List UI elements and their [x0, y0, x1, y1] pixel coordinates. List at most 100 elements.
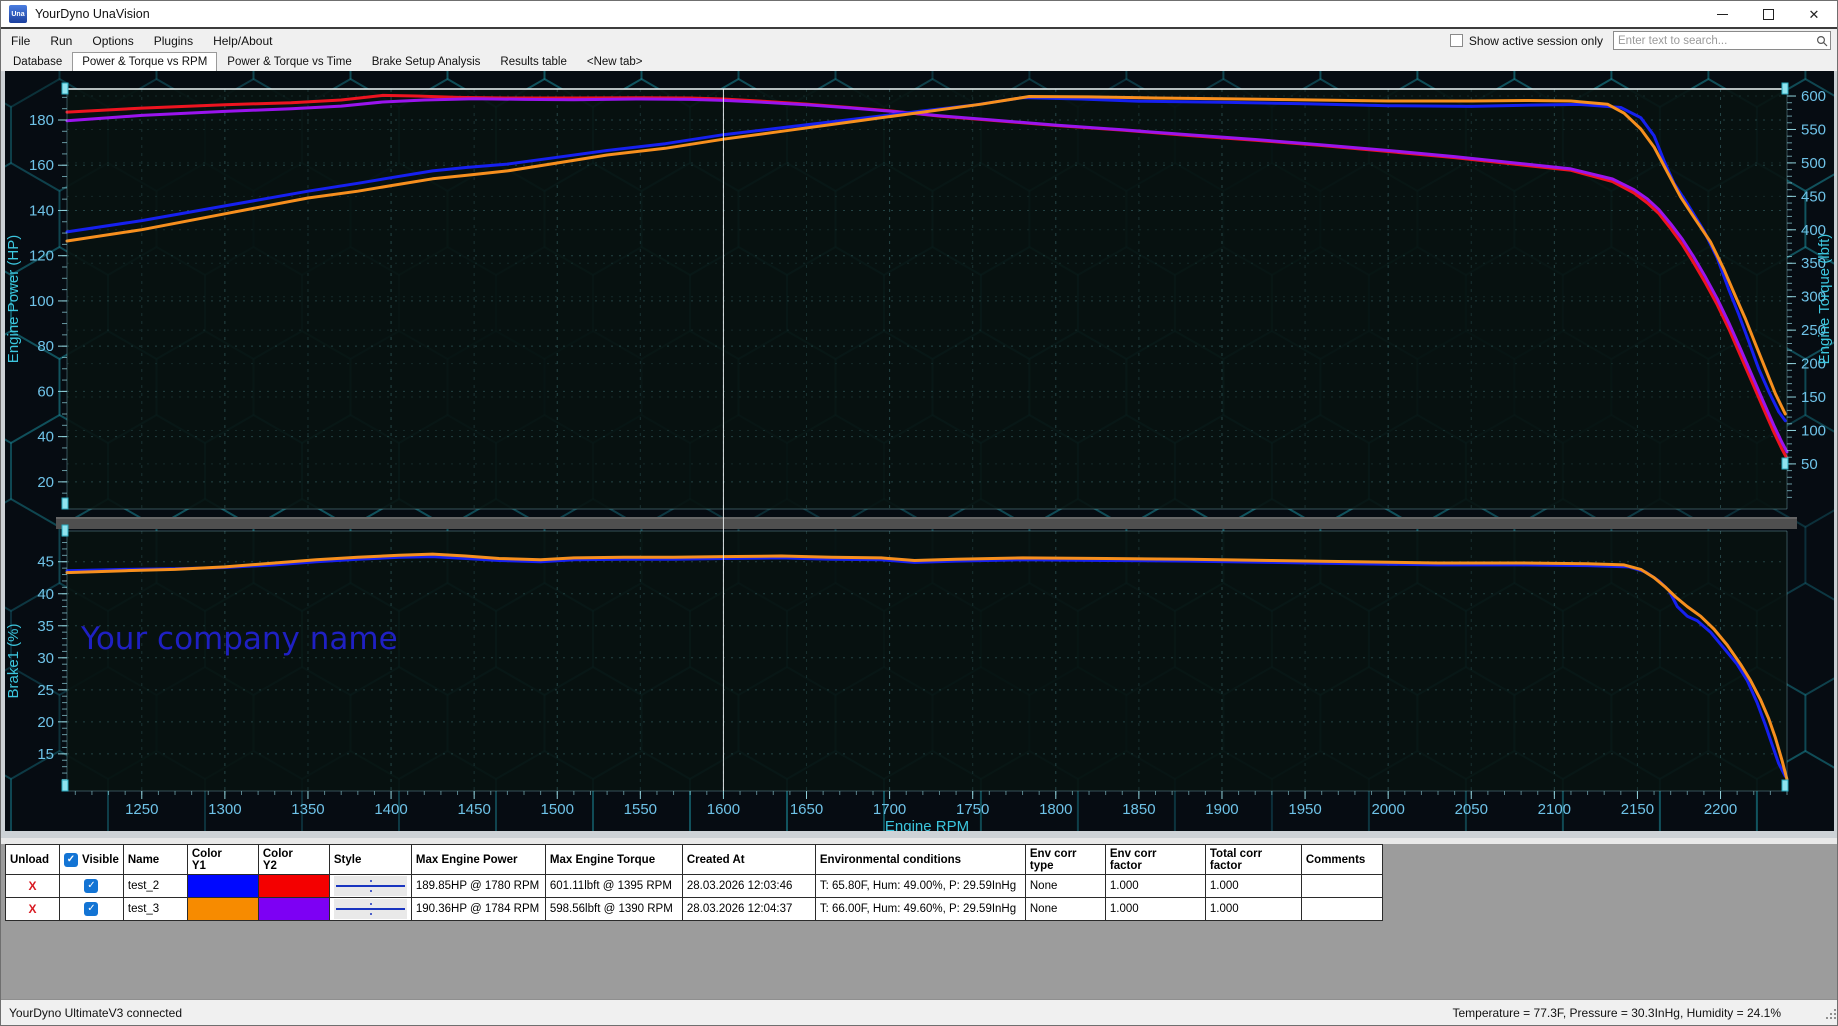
app-icon: Una — [9, 5, 27, 23]
total-corr-factor: 1.000 — [1204, 874, 1302, 898]
color-y1-swatch[interactable] — [186, 897, 259, 921]
search-input[interactable] — [1614, 34, 1814, 47]
svg-text:80: 80 — [37, 338, 54, 355]
column-header-env_cond[interactable]: Environmental conditions — [814, 844, 1026, 875]
axis-handle[interactable] — [1781, 457, 1789, 470]
run-name: test_2 — [122, 874, 188, 898]
max-engine-power: 189.85HP @ 1780 RPM — [410, 874, 546, 898]
svg-text:35: 35 — [37, 618, 54, 635]
svg-text:40: 40 — [37, 429, 54, 446]
color-y2-swatch[interactable] — [257, 874, 330, 898]
visible-all-checkbox[interactable]: ✓ — [64, 852, 78, 867]
svg-text:180: 180 — [29, 112, 54, 129]
menu-bar: File Run Options Plugins Help/About Show act… — [1, 29, 1837, 52]
svg-text:100: 100 — [29, 293, 54, 310]
close-button[interactable]: ✕ — [1791, 1, 1837, 27]
column-header-style[interactable]: Style — [328, 844, 412, 875]
tab-brake-setup-analysis[interactable]: Brake Setup Analysis — [371, 56, 481, 68]
dyno-chart[interactable]: Your company name 20 40 60 80 100 120 140 160 180… — [1, 71, 1838, 838]
column-header-color_y2[interactable]: Color Y2 — [257, 844, 330, 875]
axis-handle[interactable] — [61, 779, 69, 792]
titlebar: Una YourDyno UnaVision ✕ — [1, 1, 1837, 29]
runs-table: Unload ✓ Visible Name Color Y1 Color Y2 Style M… — [5, 844, 1383, 921]
axis-handle[interactable] — [1781, 779, 1789, 792]
minimize-button[interactable] — [1699, 1, 1745, 27]
svg-text:450: 450 — [1801, 188, 1826, 205]
menu-plugins[interactable]: Plugins — [153, 33, 194, 48]
style-preview[interactable] — [328, 874, 412, 898]
svg-text:1750: 1750 — [956, 801, 989, 818]
tab-new-tab[interactable]: <New tab> — [586, 56, 643, 68]
svg-text:1600: 1600 — [707, 801, 740, 818]
max-engine-torque: 598.56lbft @ 1390 RPM — [544, 897, 683, 921]
column-header-max_torque[interactable]: Max Engine Torque — [544, 844, 683, 875]
menu-file[interactable]: File — [11, 33, 31, 48]
svg-text:1350: 1350 — [291, 801, 324, 818]
search-icon[interactable] — [1814, 35, 1830, 47]
svg-text:500: 500 — [1801, 155, 1826, 172]
y-axis-label-brake: Brake1 (%) — [5, 623, 22, 698]
column-header-env_corr_factor[interactable]: Env corr factor — [1104, 844, 1206, 875]
axis-handle[interactable] — [61, 82, 69, 95]
svg-text:300: 300 — [1801, 289, 1826, 306]
column-header-max_power[interactable]: Max Engine Power — [410, 844, 546, 875]
style-preview[interactable] — [328, 897, 412, 921]
run-name: test_3 — [122, 897, 188, 921]
svg-text:600: 600 — [1801, 88, 1826, 105]
show-active-session-label: Show active session only — [1468, 33, 1603, 48]
run-row-test_3[interactable]: X ✓ test_3 190.36HP @ 1784 RPM 598.56lbft @ … — [5, 897, 1383, 921]
window-controls: ✕ — [1699, 1, 1837, 27]
svg-text:1450: 1450 — [457, 801, 490, 818]
column-header-env_corr_type[interactable]: Env corr type — [1024, 844, 1106, 875]
svg-text:60: 60 — [37, 383, 54, 400]
brake-plot-area[interactable] — [67, 531, 1787, 791]
resize-grip-icon[interactable] — [1824, 1007, 1837, 1025]
show-active-session-checkbox[interactable] — [1449, 34, 1463, 47]
column-header-name[interactable]: Name — [122, 844, 188, 875]
axis-handle[interactable] — [61, 524, 69, 537]
series-test-3-engine-torque — [65, 97, 1789, 454]
run-row-test_2[interactable]: X ✓ test_2 189.85HP @ 1780 RPM 601.11lbft @ … — [5, 874, 1383, 898]
tab-power-torque-vs-rpm[interactable]: Power & Torque vs RPM — [72, 52, 218, 71]
svg-text:120: 120 — [29, 248, 54, 265]
visible-checkbox[interactable]: ✓ — [59, 897, 124, 921]
y-axis-label-torque: Engine Torque (lbft) — [1816, 234, 1833, 365]
unload-button[interactable]: X — [5, 874, 60, 898]
svg-text:200: 200 — [1801, 356, 1826, 373]
axis-handle[interactable] — [61, 497, 69, 510]
env-corr-factor: 1.000 — [1104, 874, 1206, 898]
column-header-created_at[interactable]: Created At — [681, 844, 816, 875]
column-header-comments[interactable]: Comments — [1300, 844, 1383, 875]
column-header-unload[interactable]: Unload — [5, 844, 60, 875]
minimize-icon — [1716, 13, 1728, 15]
svg-text:45: 45 — [37, 554, 54, 571]
tab-power-torque-vs-time[interactable]: Power & Torque vs Time — [227, 56, 352, 68]
tab-results-table[interactable]: Results table — [500, 56, 567, 68]
visible-checkbox[interactable]: ✓ — [59, 874, 124, 898]
column-header-color_y1[interactable]: Color Y1 — [186, 844, 259, 875]
runs-table-panel: Unload ✓ Visible Name Color Y1 Color Y2 Style M… — [1, 838, 1837, 999]
column-header-total_corr_factor[interactable]: Total corr factor — [1204, 844, 1302, 875]
env-corr-type: None — [1024, 897, 1106, 921]
tab-database[interactable]: Database — [13, 56, 63, 68]
comments — [1300, 874, 1383, 898]
menu-run[interactable]: Run — [50, 33, 73, 48]
comments — [1300, 897, 1383, 921]
color-y2-swatch[interactable] — [257, 897, 330, 921]
column-header-visible[interactable]: ✓ Visible — [59, 844, 124, 875]
svg-text:150: 150 — [1801, 389, 1826, 406]
svg-text:1950: 1950 — [1288, 801, 1321, 818]
maximize-button[interactable] — [1745, 1, 1791, 27]
unload-button[interactable]: X — [5, 897, 60, 921]
chart-svg[interactable]: Your company name 20 40 60 80 100 120 140 160 180… — [1, 71, 1838, 838]
power-plot-area[interactable] — [67, 89, 1787, 509]
svg-text:40: 40 — [37, 586, 54, 603]
svg-text:25: 25 — [37, 682, 54, 699]
axis-handle[interactable] — [1781, 82, 1789, 95]
x-axis-label: Engine RPM — [885, 818, 969, 835]
menu-options[interactable]: Options — [92, 33, 134, 48]
menu-help-about[interactable]: Help/About — [213, 33, 273, 48]
subplot-splitter[interactable] — [56, 517, 1797, 529]
color-y1-swatch[interactable] — [186, 874, 259, 898]
